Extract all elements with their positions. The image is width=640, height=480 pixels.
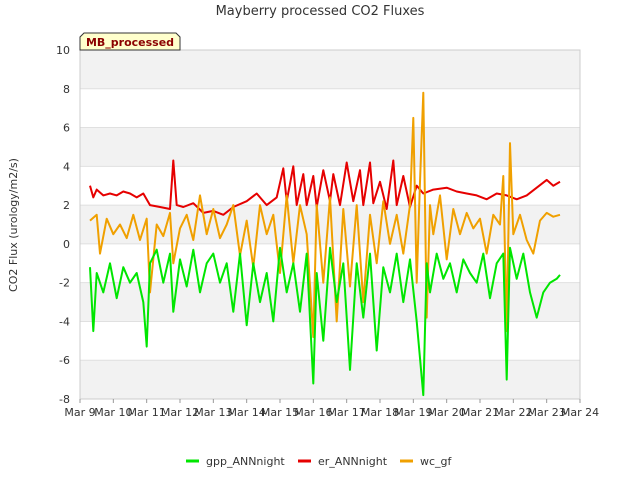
legend: gpp_ANNnight er_ANNnight wc_gf xyxy=(186,455,453,468)
plot-band xyxy=(80,50,580,89)
x-tick-label: Mar 16 xyxy=(294,406,332,419)
y-tick-label: -6 xyxy=(59,354,70,367)
legend-label-gpp_ANNnight: gpp_ANNnight xyxy=(206,455,285,468)
x-tick-label: Mar 9 xyxy=(64,406,95,419)
badge-label: MB_processed xyxy=(86,36,174,49)
chart-title: Mayberry processed CO2 Fluxes xyxy=(216,4,425,19)
plot-frame xyxy=(79,49,581,400)
y-tick-label: 8 xyxy=(63,83,70,96)
series-line-gpp_ANNnight xyxy=(89,246,561,397)
legend-label-wc_gf: wc_gf xyxy=(420,455,453,468)
badge: MB_processed xyxy=(79,32,181,51)
y-tick-label: 10 xyxy=(56,44,70,57)
y-tick-label: -2 xyxy=(59,277,70,290)
x-tick-label: Mar 18 xyxy=(361,406,399,419)
y-tick-label: -8 xyxy=(59,393,70,406)
plot-band xyxy=(80,360,580,399)
y-axis-ticks: -8 -6 -4 -2 0 2 4 6 8 10 xyxy=(56,44,70,406)
series-group xyxy=(89,91,561,397)
x-tick-label: Mar 20 xyxy=(428,406,466,419)
y-tick-label: 4 xyxy=(63,160,70,173)
x-tick-label: Mar 23 xyxy=(528,406,566,419)
y-tick-label: -4 xyxy=(59,315,70,328)
x-tick-label: Mar 21 xyxy=(461,406,499,419)
plot-band xyxy=(80,282,580,322)
x-tick-label: Mar 12 xyxy=(161,406,199,419)
x-tick-label: Mar 15 xyxy=(261,406,299,419)
x-tick-label: Mar 24 xyxy=(561,406,599,419)
x-tick-label: Mar 13 xyxy=(194,406,232,419)
x-tick-label: Mar 22 xyxy=(494,406,532,419)
badge-box xyxy=(79,32,181,51)
x-tick-label: Mar 17 xyxy=(328,406,366,419)
y-tick-label: 2 xyxy=(63,199,70,212)
x-tick-label: Mar 14 xyxy=(228,406,266,419)
plot-band xyxy=(80,127,580,167)
x-tick-label: Mar 11 xyxy=(128,406,166,419)
y-axis-label: CO2 Flux (urology/m2/s) xyxy=(7,158,20,292)
series-line-wc_gf xyxy=(89,91,561,338)
x-tick-label: Mar 19 xyxy=(394,406,432,419)
y-tick-label: 0 xyxy=(63,238,70,251)
legend-label-er_ANNnight: er_ANNnight xyxy=(318,455,388,468)
x-tick-label: Mar 10 xyxy=(94,406,132,419)
y-tick-label: 6 xyxy=(63,122,70,135)
